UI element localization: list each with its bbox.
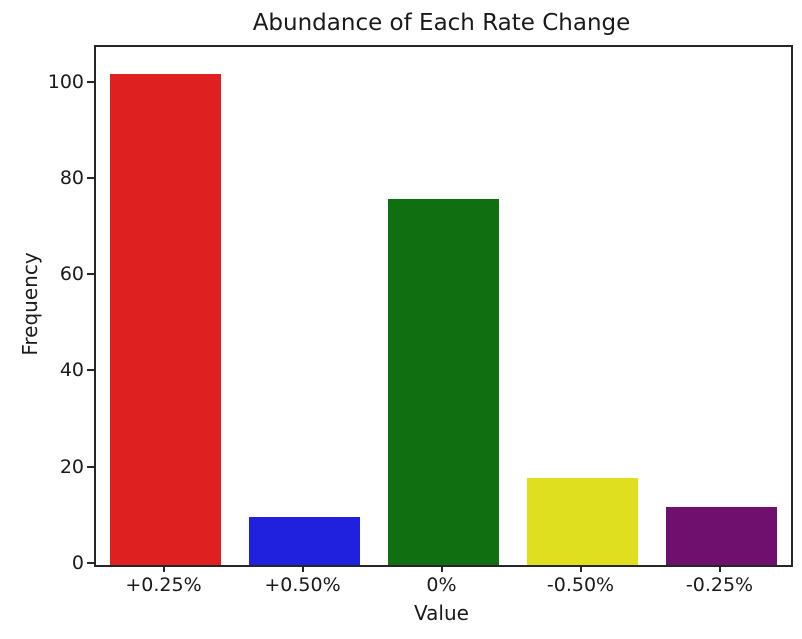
y-tick-mark <box>87 273 94 276</box>
x-tick-mark <box>301 565 304 572</box>
x-tick-label: -0.50% <box>546 574 615 596</box>
y-tick-mark <box>87 562 94 564</box>
x-tick-label: +0.50% <box>264 574 341 596</box>
chart-title: Abundance of Each Rate Change <box>252 10 631 36</box>
x-tick-label: 0% <box>426 574 457 596</box>
y-tick-mark <box>87 80 94 83</box>
plot-area <box>94 45 793 567</box>
bar-+0.50% <box>248 516 361 565</box>
y-tick-mark <box>87 465 94 468</box>
x-tick-label: -0.25% <box>685 574 754 596</box>
bar-0% <box>387 199 500 565</box>
y-tick-mark <box>87 176 94 179</box>
y-tick-label: 20 <box>59 455 84 478</box>
bar--0.25% <box>665 507 778 565</box>
y-tick-label: 60 <box>59 263 84 286</box>
x-tick-label: +0.25% <box>125 574 202 596</box>
x-axis-label: Value <box>414 601 469 625</box>
x-tick-mark <box>162 565 165 572</box>
y-tick-label: 100 <box>47 70 84 93</box>
x-tick-mark <box>718 565 721 572</box>
x-tick-mark <box>579 565 582 572</box>
y-tick-mark <box>87 369 94 372</box>
bar--0.50% <box>526 478 639 565</box>
y-tick-label: 40 <box>59 359 84 382</box>
y-tick-label: 80 <box>59 166 84 189</box>
y-tick-label: 0 <box>71 552 84 574</box>
bar-+0.25% <box>109 74 222 565</box>
x-tick-mark <box>440 565 443 572</box>
